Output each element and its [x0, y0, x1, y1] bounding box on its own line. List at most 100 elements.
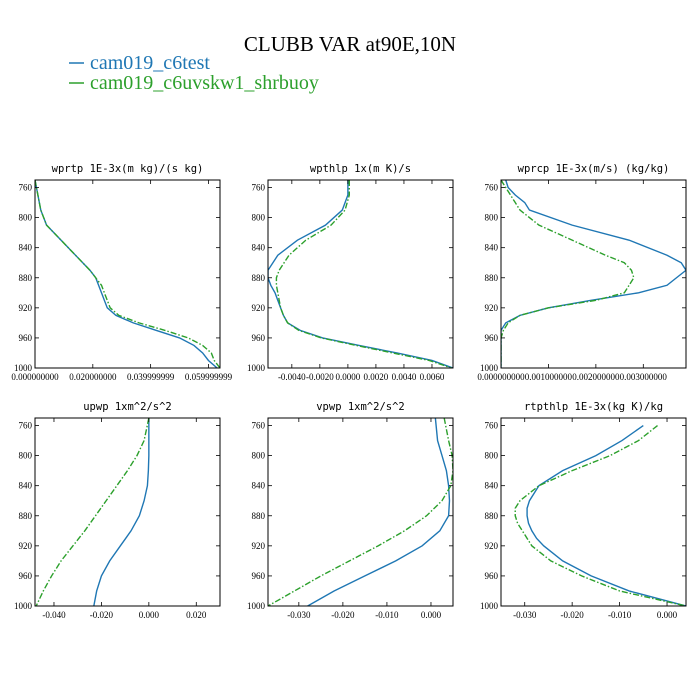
- panel-title: vpwp 1xm^2/s^2: [316, 401, 405, 413]
- x-tick-label: 0.0060: [420, 372, 445, 382]
- series-line-1: [268, 180, 453, 368]
- legend-label-1: cam019_c6test: [90, 52, 210, 74]
- y-tick-label: 960: [485, 571, 499, 581]
- y-tick-label: 920: [19, 303, 33, 313]
- series-line-1: [35, 180, 218, 368]
- y-tick-label: 800: [19, 213, 33, 223]
- y-tick-label: 760: [19, 183, 33, 193]
- y-tick-label: 840: [19, 481, 33, 491]
- panel-3: wprcp 1E-3x(m/s) (kg/kg) 760 800 840 880 920 9…: [477, 163, 687, 382]
- y-tick-label: 760: [19, 421, 33, 431]
- y-tick-label: 1000: [14, 601, 33, 611]
- x-tick-label: -0.020: [90, 610, 114, 620]
- series-line-1: [501, 180, 686, 368]
- legend-label-2: cam019_c6uvskw1_shrbuoy: [90, 72, 319, 94]
- y-tick-label: 960: [252, 571, 266, 581]
- x-tick-label: 0.003000000: [620, 372, 668, 382]
- y-tick-label: 800: [485, 213, 499, 223]
- y-tick-label: 840: [19, 243, 33, 253]
- series-line-1: [307, 418, 451, 606]
- x-tick-label: -0.020: [331, 610, 355, 620]
- y-tick-label: 760: [485, 183, 499, 193]
- y-tick-label: 1000: [480, 601, 499, 611]
- series-line-2: [275, 180, 452, 368]
- panel-6: rtpthlp 1E-3x(kg K)/kg 760 800 840 880 920 960…: [480, 401, 687, 620]
- plot-frame: [267, 417, 454, 607]
- x-tick-label: 0.020: [186, 610, 207, 620]
- y-tick-label: 800: [19, 451, 33, 461]
- y-tick-label: 960: [485, 333, 499, 343]
- y-tick-label: 1000: [480, 363, 499, 373]
- y-tick-label: 920: [252, 541, 266, 551]
- y-tick-label: 880: [485, 511, 499, 521]
- y-tick-label: 920: [485, 303, 499, 313]
- x-tick-label: 0.039999999: [127, 372, 175, 382]
- plot-frame: [267, 179, 454, 369]
- panel-title: wprcp 1E-3x(m/s) (kg/kg): [518, 163, 670, 175]
- y-tick-label: 880: [252, 273, 266, 283]
- y-tick-label: 880: [19, 273, 33, 283]
- y-tick-label: 920: [485, 541, 499, 551]
- panel-title: wpthlp 1x(m K)/s: [310, 163, 411, 175]
- panel-title: rtpthlp 1E-3x(kg K)/kg: [524, 401, 663, 413]
- plot-frame: [500, 417, 687, 607]
- series-line-2: [501, 180, 635, 368]
- plot-frame: [500, 179, 687, 369]
- y-tick-label: 880: [19, 511, 33, 521]
- x-tick-label: -0.010: [608, 610, 632, 620]
- y-tick-label: 960: [252, 333, 266, 343]
- y-tick-label: 760: [252, 183, 266, 193]
- y-tick-label: 840: [252, 481, 266, 491]
- y-tick-label: 800: [485, 451, 499, 461]
- y-tick-label: 840: [485, 243, 499, 253]
- figure-title: CLUBB VAR at90E,10N: [244, 32, 456, 56]
- y-tick-label: 840: [485, 481, 499, 491]
- x-tick-label: 0.000: [421, 610, 442, 620]
- y-tick-label: 1000: [247, 601, 266, 611]
- x-tick-label: 0.000000000: [477, 372, 525, 382]
- legend: cam019_c6test cam019_c6uvskw1_shrbuoy: [69, 52, 319, 94]
- series-line-2: [35, 418, 150, 606]
- y-tick-label: 1000: [247, 363, 266, 373]
- x-tick-label: 0.000: [657, 610, 678, 620]
- x-tick-label: 0.020000000: [69, 372, 117, 382]
- x-tick-label: 0.0020: [364, 372, 389, 382]
- plot-frame: [34, 417, 221, 607]
- series-line-1: [526, 424, 686, 606]
- y-tick-label: 840: [252, 243, 266, 253]
- x-tick-label: -0.030: [287, 610, 311, 620]
- y-tick-label: 800: [252, 451, 266, 461]
- x-tick-label: -0.030: [513, 610, 537, 620]
- x-tick-label: -0.010: [375, 610, 399, 620]
- x-tick-label: 0.000: [139, 610, 160, 620]
- panel-5: vpwp 1xm^2/s^2 760 800 840 880 920 960 1000 -0.0…: [247, 401, 454, 620]
- series-line-1: [93, 418, 150, 606]
- panel-2: wpthlp 1x(m K)/s 760 800 840 880 920 960 1000 -0…: [247, 163, 454, 382]
- x-tick-label: 0.000000000: [11, 372, 59, 382]
- y-tick-label: 760: [252, 421, 266, 431]
- y-tick-label: 960: [19, 333, 33, 343]
- y-tick-label: 1000: [14, 363, 33, 373]
- x-tick-label: 0.0040: [392, 372, 417, 382]
- panel-title: wprtp 1E-3x(m kg)/(s kg): [52, 163, 204, 175]
- y-tick-label: 880: [485, 273, 499, 283]
- y-tick-label: 960: [19, 571, 33, 581]
- panels: wprtp 1E-3x(m kg)/(s kg) 760 800 840 880 920 9…: [11, 163, 687, 620]
- panel-1: wprtp 1E-3x(m kg)/(s kg) 760 800 840 880 920 9…: [11, 163, 232, 382]
- x-tick-label: 0.002000000: [572, 372, 620, 382]
- series-line-2: [514, 424, 686, 606]
- x-tick-label: 0.0000: [336, 372, 361, 382]
- x-tick-label: 0.001000000: [525, 372, 573, 382]
- x-tick-label: -0.0020: [306, 372, 334, 382]
- plot-frame: [34, 179, 221, 369]
- x-tick-label: -0.020: [561, 610, 585, 620]
- x-tick-label: -0.0040: [278, 372, 306, 382]
- x-tick-label: 0.059999999: [185, 372, 233, 382]
- y-tick-label: 800: [252, 213, 266, 223]
- y-tick-label: 920: [252, 303, 266, 313]
- panel-4: upwp 1xm^2/s^2 760 800 840 880 920 960 1000 -0.0…: [14, 401, 221, 620]
- y-tick-label: 760: [485, 421, 499, 431]
- y-tick-label: 880: [252, 511, 266, 521]
- panel-title: upwp 1xm^2/s^2: [83, 401, 172, 413]
